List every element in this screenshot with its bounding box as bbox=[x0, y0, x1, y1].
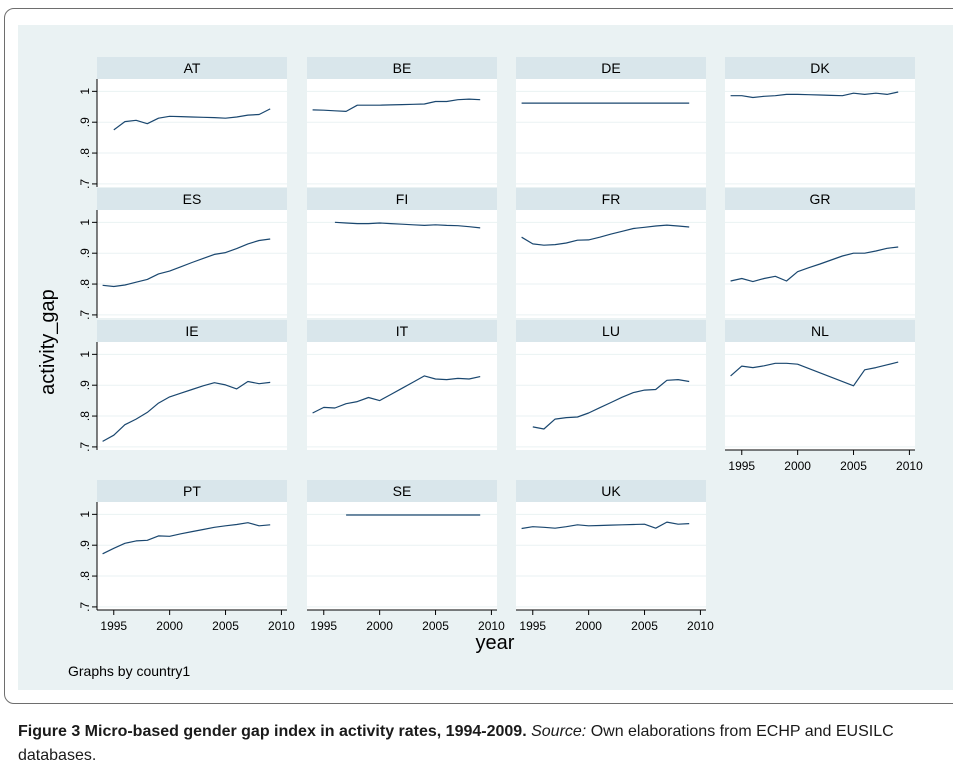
y-tick-label-at: .7 bbox=[78, 179, 92, 189]
panel-plot-area-se bbox=[307, 502, 497, 610]
series-line-at bbox=[113, 108, 271, 131]
y-tick-label-pt: .8 bbox=[78, 571, 92, 581]
y-tick-label-es: 1 bbox=[78, 219, 92, 226]
panel-plot-area-uk bbox=[516, 502, 706, 610]
panel-plot-area-lu bbox=[516, 342, 706, 450]
panel-strip-pt bbox=[97, 480, 287, 502]
x-tick-label-se: 2000 bbox=[366, 619, 393, 633]
x-tick-label-pt: 2005 bbox=[212, 619, 239, 633]
panel-strip-uk bbox=[516, 480, 706, 502]
series-line-ie bbox=[102, 380, 271, 442]
panel-title-lu: LU bbox=[602, 323, 620, 339]
panel-title-nl: NL bbox=[811, 323, 829, 339]
graph-note: Graphs by country1 bbox=[68, 663, 190, 679]
x-tick-label-pt: 2010 bbox=[268, 619, 295, 633]
panel-title-se: SE bbox=[393, 483, 412, 499]
x-tick-label-pt: 2000 bbox=[156, 619, 183, 633]
panel-title-de: DE bbox=[601, 60, 620, 76]
panel-strip-gr bbox=[725, 188, 915, 210]
x-tick-label-nl: 2005 bbox=[840, 459, 867, 473]
panel-title-fr: FR bbox=[602, 191, 621, 207]
series-line-lu bbox=[532, 379, 690, 430]
panel-title-es: ES bbox=[183, 191, 202, 207]
panel-title-it: IT bbox=[396, 323, 409, 339]
panel-title-dk: DK bbox=[810, 60, 830, 76]
panel-strip-dk bbox=[725, 57, 915, 79]
panel-strip-se bbox=[307, 480, 497, 502]
panel-strip-fr bbox=[516, 188, 706, 210]
panel-strip-ie bbox=[97, 320, 287, 342]
panel-title-pt: PT bbox=[183, 483, 201, 499]
series-line-nl bbox=[730, 361, 899, 387]
panel-title-gr: GR bbox=[810, 191, 831, 207]
y-tick-label-es: .8 bbox=[78, 279, 92, 289]
panel-strip-at bbox=[97, 57, 287, 79]
y-axis-title: activity_gap bbox=[37, 289, 59, 395]
panel-title-fi: FI bbox=[396, 191, 408, 207]
caption-title: Figure 3 Micro-based gender gap index in… bbox=[18, 723, 527, 740]
y-tick-label-at: 1 bbox=[78, 88, 92, 95]
panel-plot-area-es bbox=[97, 210, 287, 318]
y-tick-label-ie: .7 bbox=[78, 442, 92, 452]
y-tick-label-at: .8 bbox=[78, 148, 92, 158]
series-line-fr bbox=[521, 224, 690, 246]
series-line-be bbox=[312, 98, 481, 113]
x-tick-label-nl: 1995 bbox=[728, 459, 755, 473]
x-tick-label-se: 1995 bbox=[310, 619, 337, 633]
y-tick-label-pt: .9 bbox=[78, 540, 92, 550]
y-tick-label-ie: 1 bbox=[78, 351, 92, 358]
y-tick-label-es: .9 bbox=[78, 248, 92, 258]
x-tick-label-se: 2010 bbox=[478, 619, 505, 633]
x-tick-label-uk: 2005 bbox=[631, 619, 658, 633]
series-line-es bbox=[102, 238, 271, 288]
x-tick-label-se: 2005 bbox=[422, 619, 449, 633]
y-tick-label-ie: .9 bbox=[78, 380, 92, 390]
caption-source-text: Own elaborations from ECHP and EUSILC da… bbox=[18, 723, 894, 764]
panel-plot-area-de bbox=[516, 79, 706, 187]
panel-strip-es bbox=[97, 188, 287, 210]
panel-strip-be bbox=[307, 57, 497, 79]
panel-plot-area-fr bbox=[516, 210, 706, 318]
series-line-it bbox=[312, 375, 481, 414]
panel-strip-de bbox=[516, 57, 706, 79]
x-axis-title: year bbox=[476, 632, 515, 654]
series-line-uk bbox=[521, 521, 690, 530]
series-line-gr bbox=[730, 246, 899, 283]
panel-title-ie: IE bbox=[185, 323, 198, 339]
figure-caption: Figure 3 Micro-based gender gap index in… bbox=[18, 720, 938, 768]
x-tick-label-uk: 1995 bbox=[519, 619, 546, 633]
panel-plot-area-ie bbox=[97, 342, 287, 450]
panel-strip-nl bbox=[725, 320, 915, 342]
series-line-dk bbox=[730, 91, 899, 99]
x-tick-label-nl: 2000 bbox=[784, 459, 811, 473]
x-tick-label-pt: 1995 bbox=[100, 619, 127, 633]
x-tick-label-uk: 2010 bbox=[687, 619, 714, 633]
panel-title-at: AT bbox=[184, 60, 201, 76]
panel-strip-it bbox=[307, 320, 497, 342]
panel-strip-lu bbox=[516, 320, 706, 342]
x-tick-label-uk: 2000 bbox=[575, 619, 602, 633]
panel-strip-fi bbox=[307, 188, 497, 210]
panel-plot-area-at bbox=[97, 79, 287, 187]
series-line-fi bbox=[334, 221, 481, 229]
x-tick-label-nl: 2010 bbox=[896, 459, 923, 473]
panel-title-uk: UK bbox=[601, 483, 621, 499]
caption-source-label: Source: bbox=[531, 723, 587, 740]
panel-plot-area-it bbox=[307, 342, 497, 450]
panel-plot-area-pt bbox=[97, 502, 287, 610]
panel-plot-area-nl bbox=[725, 342, 915, 450]
panel-plot-area-be bbox=[307, 79, 497, 187]
y-tick-label-pt: 1 bbox=[78, 511, 92, 518]
panel-plot-area-fi bbox=[307, 210, 497, 318]
y-tick-label-ie: .8 bbox=[78, 411, 92, 421]
y-tick-label-at: .9 bbox=[78, 117, 92, 127]
panel-title-be: BE bbox=[393, 60, 412, 76]
chart-figure: AT .7 .8 .9 1 BE DE DK ES .7 .8 .9 1 FI FR GR IE .7 .8 .9 1 I… bbox=[18, 25, 953, 690]
y-tick-label-pt: .7 bbox=[78, 602, 92, 612]
series-line-pt bbox=[102, 522, 271, 555]
y-tick-label-es: .7 bbox=[78, 310, 92, 320]
